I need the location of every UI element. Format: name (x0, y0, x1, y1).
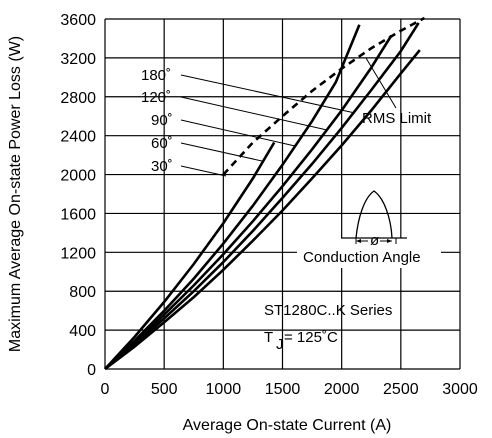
series-90 (104, 34, 393, 370)
arrowhead-right-icon (387, 239, 392, 243)
arrowhead-left-icon (356, 239, 361, 243)
y-tick-label: 800 (69, 284, 96, 301)
leader-90 (180, 119, 296, 147)
label-90: 90˚ (151, 112, 173, 129)
y-tick-label: 3600 (60, 12, 96, 29)
x-axis-label: Average On-state Current (A) (183, 417, 392, 434)
y-tick-label: 400 (69, 323, 96, 340)
y-tick-label: 1600 (60, 206, 96, 223)
rms-limit-label: RMS Limit (362, 110, 432, 127)
y-tick-label: 3200 (60, 51, 96, 68)
leader-30 (180, 165, 227, 177)
conduction-angle-inset: ø Conduction Angle (297, 190, 441, 268)
y-tick-label: 1200 (60, 245, 96, 262)
angle-annotations: 180˚ 120˚ 90˚ 60˚ 30˚ (141, 67, 356, 177)
rms-annotation: RMS Limit (362, 57, 432, 127)
tick-labels: 0 500 1000 1500 2000 2500 3000 0 400 800 1200 1600 2… (60, 12, 477, 398)
leader-180 (180, 74, 356, 114)
x-tick-label: 2500 (383, 381, 419, 398)
half-sine-icon (355, 190, 393, 239)
x-tick-label: 1500 (265, 381, 301, 398)
series-rms-limit (222, 16, 426, 176)
series-name: ST1280C..K Series (264, 302, 392, 319)
label-30: 30˚ (151, 158, 173, 175)
x-tick-label: 0 (101, 381, 110, 398)
label-60: 60˚ (151, 135, 173, 152)
x-tick-label: 1000 (206, 381, 242, 398)
tj-value: = 125˚C (284, 329, 338, 346)
series-60 (104, 24, 361, 370)
y-tick-label: 2800 (60, 90, 96, 107)
y-axis-label: Maximum Average On-state Power Loss (W) (7, 36, 24, 352)
label-180: 180˚ (141, 67, 171, 84)
tj-subscript: J (276, 336, 284, 353)
series-180 (104, 49, 421, 371)
y-tick-label: 0 (87, 362, 96, 379)
conduction-label-bg (297, 238, 441, 268)
label-120: 120˚ (141, 89, 171, 106)
y-tick-label: 2400 (60, 129, 96, 146)
rms-leader (365, 57, 397, 109)
x-tick-label: 2000 (324, 381, 360, 398)
y-tick-label: 2000 (60, 168, 96, 185)
x-tick-label: 3000 (442, 381, 478, 398)
conduction-angle-label: Conduction Angle (303, 249, 421, 266)
tj-symbol: T (264, 329, 273, 346)
leader-60 (180, 142, 263, 162)
x-tick-label: 500 (151, 381, 178, 398)
curves (104, 16, 426, 371)
conditions-block: ST1280C..K Series T J = 125˚C (264, 302, 392, 353)
series-120 (104, 22, 420, 371)
grid (104, 18, 461, 370)
phi-symbol: ø (370, 232, 379, 249)
series-30 (104, 141, 276, 370)
leader-120 (180, 96, 328, 131)
